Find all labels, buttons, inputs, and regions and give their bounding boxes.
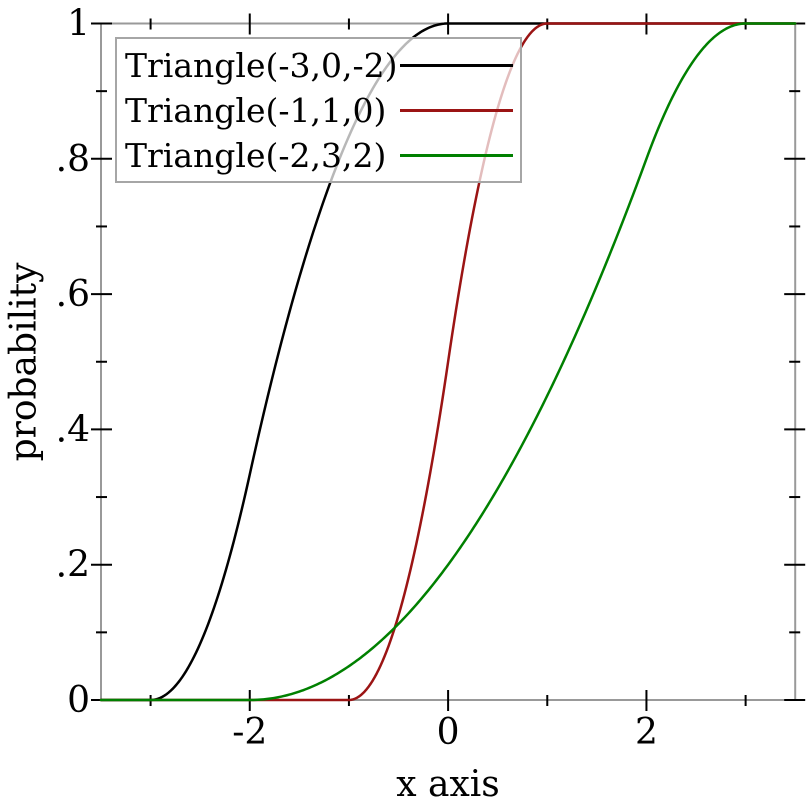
legend-item: Triangle(-3,0,-2) (125, 43, 513, 88)
legend-line-swatch-green (400, 153, 513, 157)
legend: Triangle(-3,0,-2) Triangle(-1,1,0) Trian… (115, 37, 522, 183)
legend-label: Triangle(-1,1,0) (125, 90, 387, 130)
y-tick-label: .4 (56, 409, 90, 450)
y-tick-label: 0 (67, 680, 90, 721)
legend-line-swatch-red (400, 108, 513, 112)
legend-label: Triangle(-3,0,-2) (125, 45, 398, 85)
x-tick-label: 2 (635, 712, 658, 753)
y-tick-label: .6 (56, 274, 90, 315)
y-axis-title: probability (3, 262, 45, 462)
x-tick-label: -2 (232, 712, 267, 753)
x-tick-label: 0 (437, 712, 460, 753)
y-tick-label: 1 (67, 4, 90, 45)
legend-label: Triangle(-2,3,2) (125, 135, 387, 175)
x-axis-title: x axis (396, 764, 500, 805)
legend-line-swatch-black (400, 63, 513, 67)
cdf-curve-2 (99, 22, 797, 702)
y-tick-label: .2 (56, 545, 90, 586)
legend-item: Triangle(-2,3,2) (125, 133, 513, 178)
legend-item: Triangle(-1,1,0) (125, 88, 513, 133)
y-tick-label: .8 (56, 139, 90, 180)
